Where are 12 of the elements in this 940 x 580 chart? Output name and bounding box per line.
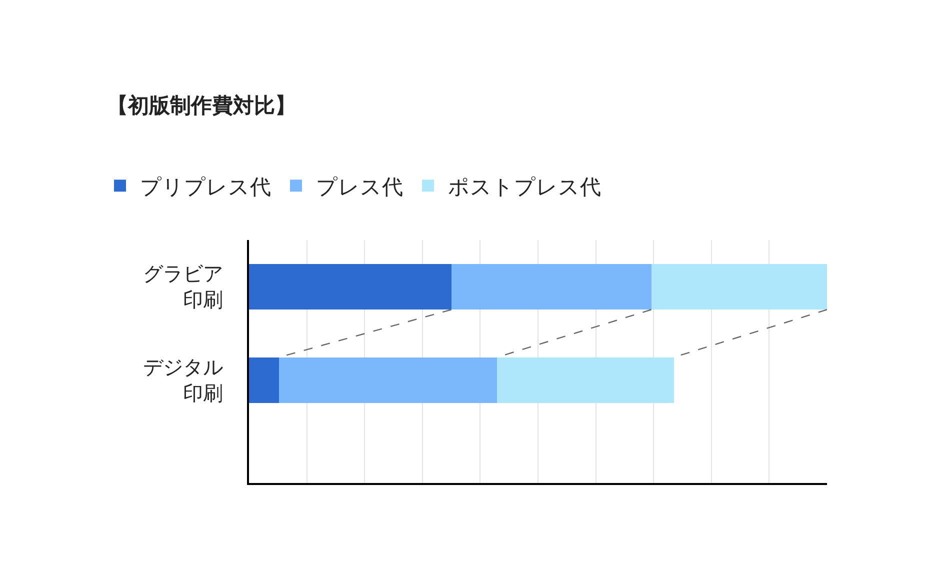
bar	[249, 357, 280, 404]
bar	[249, 264, 452, 310]
y-tick-label: グラビア印刷	[143, 262, 223, 312]
bar	[451, 264, 652, 310]
legend-label: ポストプレス代	[448, 174, 601, 199]
legend-label: プリプレス代	[140, 174, 271, 199]
legend-label: プレス代	[316, 174, 403, 199]
bar	[496, 357, 674, 404]
bar	[651, 264, 827, 310]
chart-title: 【初版制作費対比】	[107, 93, 296, 118]
y-tick-label: デジタル印刷	[143, 355, 223, 406]
bar	[279, 357, 497, 404]
